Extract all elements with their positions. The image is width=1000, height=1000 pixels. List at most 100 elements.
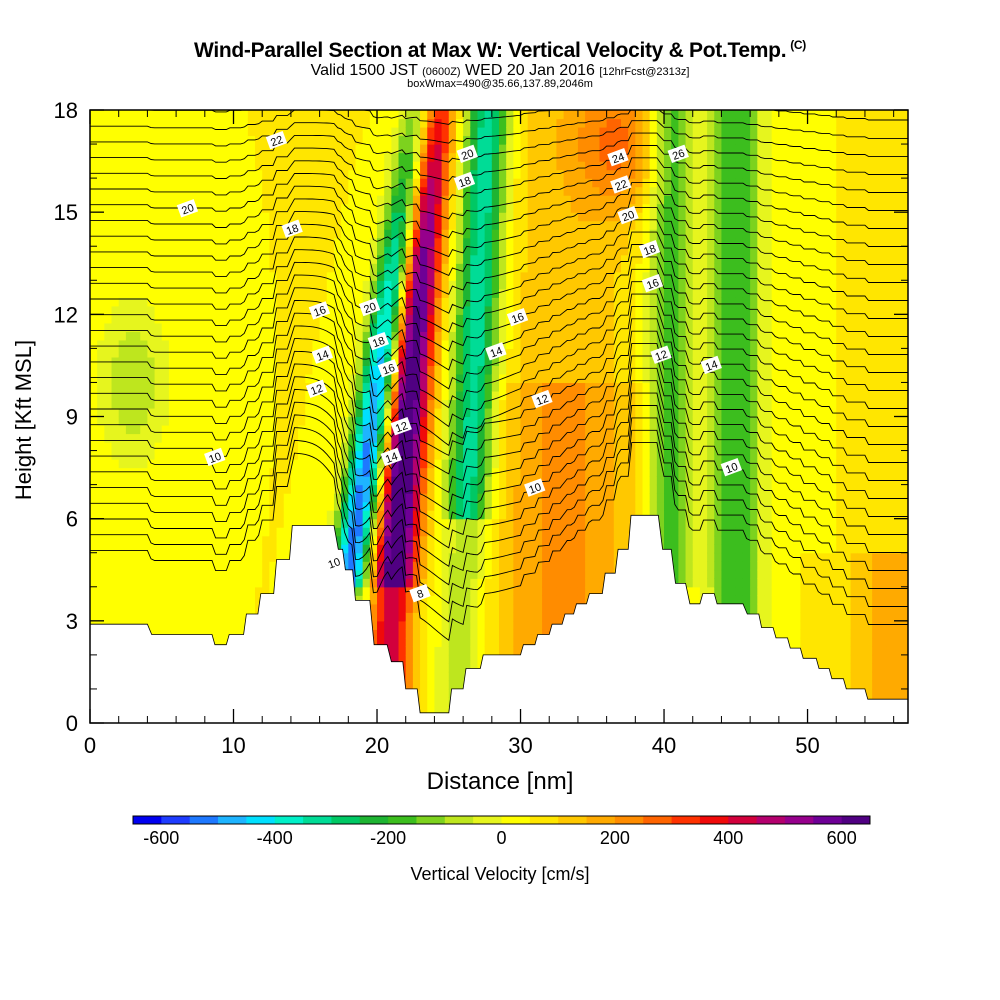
- heatmap-cell: [154, 450, 163, 460]
- heatmap-cell: [455, 518, 464, 528]
- heatmap-cell: [405, 127, 414, 137]
- heatmap-cell: [211, 544, 220, 554]
- heatmap-cell: [549, 501, 558, 511]
- heatmap-cell: [499, 246, 507, 256]
- heatmap-cell: [118, 399, 127, 409]
- heatmap-cell: [140, 373, 149, 384]
- heatmap-cell: [219, 339, 227, 349]
- heatmap-cell: [412, 501, 421, 511]
- heatmap-cell: [298, 407, 306, 418]
- heatmap-cell: [204, 152, 213, 162]
- heatmap-cell: [125, 161, 134, 171]
- heatmap-cell: [448, 305, 457, 315]
- heatmap-cell: [283, 390, 292, 401]
- heatmap-cell: [276, 161, 285, 171]
- heatmap-cell: [412, 527, 421, 537]
- heatmap-cell: [312, 433, 321, 443]
- heatmap-cell: [118, 305, 127, 315]
- heatmap-cell: [563, 246, 572, 256]
- heatmap-cell: [398, 646, 407, 656]
- heatmap-cell: [133, 561, 141, 571]
- heatmap-cell: [534, 178, 543, 188]
- heatmap-cell: [405, 595, 414, 605]
- heatmap-cell: [420, 629, 428, 639]
- heatmap-cell: [441, 705, 450, 716]
- heatmap-cell: [355, 535, 364, 545]
- heatmap-cell: [470, 569, 479, 579]
- heatmap-cell: [161, 425, 170, 435]
- heatmap-cell: [520, 603, 529, 613]
- heatmap-cell: [168, 501, 177, 511]
- heatmap-cell: [477, 186, 486, 196]
- heatmap-cell: [570, 229, 579, 239]
- heatmap-cell: [348, 425, 357, 435]
- heatmap-cell: [448, 314, 457, 324]
- heatmap-cell: [513, 467, 522, 477]
- heatmap-cell: [563, 603, 572, 613]
- heatmap-cell: [147, 561, 156, 571]
- heatmap-cell: [398, 186, 407, 196]
- heatmap-cell: [140, 476, 149, 486]
- heatmap-cell: [513, 288, 522, 298]
- heatmap-cell: [97, 118, 105, 128]
- heatmap-cell: [161, 450, 170, 460]
- heatmap-cell: [97, 212, 105, 222]
- heatmap-cell: [377, 552, 385, 562]
- heatmap-cell: [520, 178, 529, 188]
- heatmap-cell: [520, 195, 529, 205]
- heatmap-cell: [190, 552, 199, 562]
- heatmap-cell: [204, 603, 213, 613]
- heatmap-cell: [319, 450, 328, 460]
- heatmap-cell: [154, 442, 163, 452]
- heatmap-cell: [577, 527, 586, 537]
- heatmap-cell: [176, 186, 184, 196]
- heatmap-cell: [326, 407, 335, 418]
- heatmap-cell: [104, 178, 113, 188]
- heatmap-cell: [333, 135, 342, 145]
- heatmap-cell: [434, 382, 443, 392]
- heatmap-cell: [542, 314, 550, 324]
- heatmap-cell: [262, 135, 270, 145]
- heatmap-cell: [125, 178, 134, 188]
- heatmap-cell: [197, 127, 206, 137]
- heatmap-cell: [441, 603, 450, 613]
- heatmap-cell: [484, 407, 493, 418]
- heatmap-cell: [470, 390, 479, 401]
- heatmap-cell: [384, 110, 392, 120]
- heatmap-cell: [247, 382, 256, 392]
- heatmap-cell: [362, 152, 371, 162]
- heatmap-cell: [283, 212, 292, 222]
- heatmap-cell: [219, 390, 227, 401]
- heatmap-cell: [247, 595, 256, 605]
- heatmap-cell: [219, 186, 227, 196]
- heatmap-cell: [377, 186, 385, 196]
- heatmap-cell: [362, 544, 371, 554]
- heatmap-cell: [255, 416, 263, 426]
- heatmap-cell: [90, 288, 98, 298]
- heatmap-cell: [219, 220, 227, 230]
- heatmap-cell: [161, 612, 170, 622]
- heatmap-cell: [276, 365, 285, 375]
- heatmap-cell: [348, 169, 357, 179]
- heatmap-cell: [470, 186, 479, 196]
- heatmap-cell: [104, 569, 113, 579]
- heatmap-cell: [211, 637, 220, 647]
- heatmap-cell: [140, 331, 149, 341]
- heatmap-cell: [305, 220, 314, 230]
- heatmap-cell: [111, 203, 120, 213]
- heatmap-cell: [556, 586, 565, 596]
- heatmap-cell: [398, 569, 407, 579]
- heatmap-cell: [455, 135, 464, 145]
- heatmap-cell: [219, 416, 227, 426]
- heatmap-cell: [362, 510, 371, 520]
- heatmap-cell: [549, 561, 558, 571]
- heatmap-cell: [305, 152, 314, 162]
- heatmap-cell: [183, 254, 192, 264]
- heatmap-cell: [484, 459, 493, 469]
- heatmap-cell: [190, 229, 199, 239]
- heatmap-cell: [499, 467, 507, 477]
- heatmap-cell: [463, 552, 471, 562]
- heatmap-cell: [168, 416, 177, 426]
- heatmap-cell: [369, 569, 378, 579]
- heatmap-cell: [262, 450, 270, 460]
